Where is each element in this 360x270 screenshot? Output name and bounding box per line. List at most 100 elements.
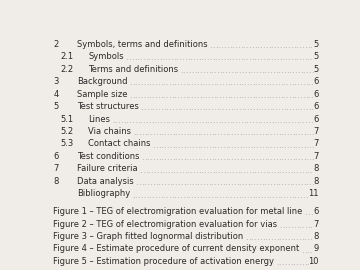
- Text: .: .: [224, 191, 226, 200]
- Text: .: .: [185, 78, 188, 87]
- Text: .: .: [155, 178, 157, 187]
- Text: .: .: [290, 116, 293, 125]
- Text: .: .: [166, 141, 169, 150]
- Text: .: .: [277, 191, 279, 200]
- Text: .: .: [240, 91, 243, 100]
- Text: .: .: [206, 53, 209, 62]
- Text: .: .: [304, 208, 307, 217]
- Text: .: .: [241, 178, 244, 187]
- Text: .: .: [233, 66, 235, 75]
- Text: .: .: [212, 116, 215, 125]
- Text: .: .: [294, 78, 296, 87]
- Text: Data analysis: Data analysis: [77, 177, 134, 186]
- Text: .: .: [139, 166, 142, 175]
- Text: .: .: [219, 103, 221, 112]
- Text: .: .: [162, 78, 165, 87]
- Text: .: .: [166, 103, 168, 112]
- Text: .: .: [216, 178, 219, 187]
- Text: .: .: [241, 66, 244, 75]
- Text: .: .: [227, 78, 229, 87]
- Text: 6: 6: [313, 114, 319, 123]
- Text: .: .: [140, 91, 143, 100]
- Text: .: .: [235, 103, 238, 112]
- Text: .: .: [229, 78, 232, 87]
- Text: 7: 7: [313, 220, 319, 228]
- Text: .: .: [269, 66, 272, 75]
- Text: .: .: [140, 191, 143, 200]
- Text: .: .: [308, 103, 310, 112]
- Text: .: .: [140, 103, 143, 112]
- Text: .: .: [234, 53, 237, 62]
- Text: .: .: [262, 53, 265, 62]
- Text: .: .: [252, 103, 255, 112]
- Text: .: .: [188, 178, 191, 187]
- Text: .: .: [281, 233, 284, 242]
- Text: .: .: [147, 128, 149, 137]
- Text: .: .: [202, 128, 205, 137]
- Text: .: .: [287, 53, 290, 62]
- Text: .: .: [158, 178, 160, 187]
- Text: .: .: [277, 91, 279, 100]
- Text: .: .: [242, 153, 244, 162]
- Text: .: .: [243, 91, 246, 100]
- Text: .: .: [283, 66, 285, 75]
- Text: .: .: [188, 66, 191, 75]
- Text: .: .: [300, 178, 302, 187]
- Text: .: .: [168, 91, 171, 100]
- Text: .: .: [284, 233, 287, 242]
- Text: .: .: [255, 103, 257, 112]
- Text: .: .: [253, 53, 256, 62]
- Text: .: .: [273, 41, 276, 50]
- Text: .: .: [224, 78, 226, 87]
- Text: .: .: [248, 166, 251, 175]
- Text: .: .: [248, 233, 251, 242]
- Text: .: .: [231, 53, 234, 62]
- Text: .: .: [179, 78, 182, 87]
- Text: .: .: [201, 166, 203, 175]
- Text: .: .: [194, 66, 196, 75]
- Text: .: .: [308, 66, 311, 75]
- Text: .: .: [148, 53, 150, 62]
- Text: .: .: [267, 233, 270, 242]
- Text: .: .: [177, 153, 180, 162]
- Text: .: .: [172, 153, 174, 162]
- Text: .: .: [157, 103, 160, 112]
- Text: .: .: [304, 258, 306, 267]
- Text: .: .: [301, 246, 303, 255]
- Text: .: .: [213, 66, 216, 75]
- Text: .: .: [222, 178, 224, 187]
- Text: .: .: [296, 78, 299, 87]
- Text: .: .: [176, 116, 179, 125]
- Text: .: .: [195, 166, 198, 175]
- Text: .: .: [199, 128, 202, 137]
- Text: 7: 7: [313, 140, 319, 148]
- Text: .: .: [285, 191, 288, 200]
- Text: .: .: [284, 166, 287, 175]
- Text: .: .: [219, 178, 221, 187]
- Text: 3: 3: [53, 77, 59, 86]
- Text: .: .: [265, 116, 268, 125]
- Text: .: .: [208, 178, 210, 187]
- Text: .: .: [292, 233, 295, 242]
- Text: .: .: [161, 166, 164, 175]
- Text: .: .: [182, 78, 185, 87]
- Text: 6: 6: [313, 90, 319, 99]
- Text: .: .: [272, 178, 275, 187]
- Text: .: .: [149, 178, 152, 187]
- Text: .: .: [307, 246, 309, 255]
- Text: .: .: [223, 41, 226, 50]
- Text: .: .: [152, 103, 154, 112]
- Text: .: .: [307, 221, 309, 230]
- Text: .: .: [148, 116, 150, 125]
- Text: .: .: [143, 103, 146, 112]
- Text: .: .: [251, 116, 254, 125]
- Text: .: .: [251, 233, 253, 242]
- Text: .: .: [242, 128, 244, 137]
- Text: .: .: [135, 78, 137, 87]
- Text: .: .: [271, 191, 274, 200]
- Text: .: .: [283, 103, 285, 112]
- Text: .: .: [229, 53, 231, 62]
- Text: .: .: [137, 191, 140, 200]
- Text: .: .: [244, 103, 246, 112]
- Text: .: .: [287, 166, 289, 175]
